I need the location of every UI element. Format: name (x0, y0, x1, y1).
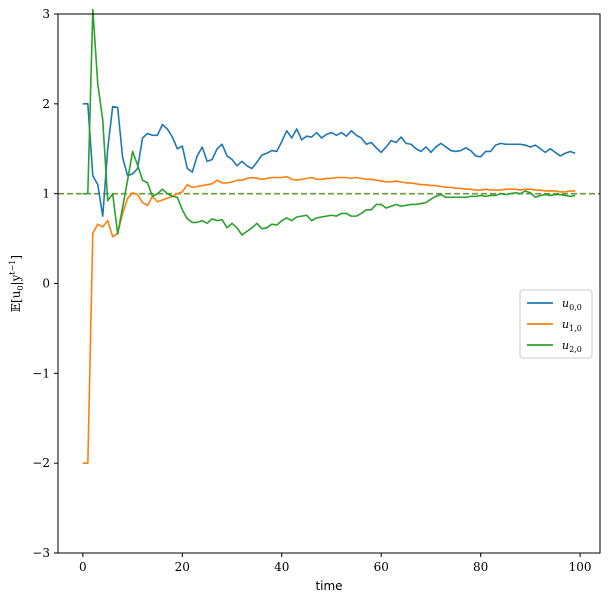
y-tick-label: 2 (42, 97, 50, 111)
plot-frame (57, 13, 601, 554)
y-tick-label: 0 (42, 277, 50, 291)
x-tick-label: 60 (374, 560, 389, 574)
x-tick-label: 80 (473, 560, 488, 574)
x-axis-ticks: 0 20 40 60 80 100 (79, 553, 592, 574)
legend-label-2: u2,0 (562, 339, 582, 354)
y-axis-label-end: ] (9, 255, 23, 260)
x-tick-label: 100 (569, 560, 592, 574)
y-axis-label-sup: t−1 (8, 260, 17, 275)
series-line-2 (82, 8, 576, 236)
y-axis-ticks: −3 −2 −1 0 1 2 3 (32, 7, 58, 560)
x-tick-label: 40 (274, 560, 289, 574)
x-tick-label: 0 (79, 560, 87, 574)
y-axis-label-sub: 0 (16, 285, 25, 290)
y-axis-label: 𝔼[u0|yt−1] (8, 255, 25, 312)
x-tick-label: 20 (175, 560, 190, 574)
y-tick-label: 1 (42, 187, 50, 201)
series-line-0 (82, 103, 576, 217)
y-tick-label: −3 (32, 546, 50, 560)
series-line-1 (82, 175, 576, 464)
y-tick-label: 3 (42, 7, 50, 21)
y-tick-label: −2 (32, 456, 50, 470)
legend: u0,0 u1,0 u2,0 (519, 289, 593, 359)
y-tick-label: −1 (32, 366, 50, 380)
legend-label-0: u0,0 (562, 297, 582, 312)
legend-box (519, 289, 593, 359)
legend-label-1: u1,0 (562, 318, 582, 333)
y-axis-label-main: 𝔼[u (9, 290, 23, 312)
y-axis-label-mid: |y (9, 274, 23, 285)
x-axis-label: time (315, 579, 342, 593)
legend-items: u0,0 u1,0 u2,0 (527, 297, 582, 354)
series-layer (82, 8, 576, 464)
